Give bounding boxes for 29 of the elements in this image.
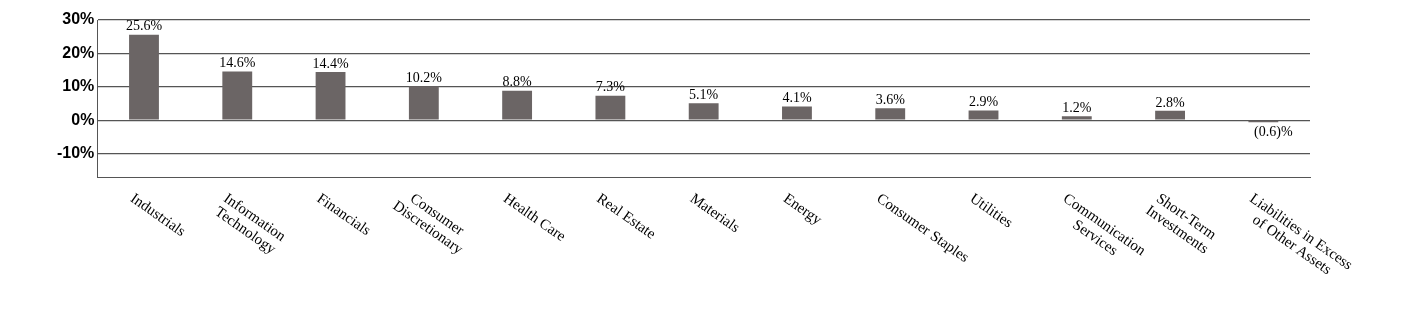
y-tick-label: 10%: [62, 77, 95, 95]
data-label: (0.6)%: [1254, 123, 1293, 140]
data-label: 1.2%: [1062, 99, 1092, 115]
data-label: 5.1%: [689, 86, 719, 102]
y-tick-label: -10%: [56, 144, 95, 162]
bar: [222, 71, 253, 120]
bar: [875, 108, 906, 120]
bar: [595, 95, 626, 120]
y-tick-label: 0%: [71, 110, 95, 128]
data-label: 14.4%: [312, 55, 349, 71]
data-label: 2.8%: [1155, 94, 1185, 110]
bar: [1155, 110, 1185, 120]
bar: [315, 72, 346, 120]
bar: [502, 90, 533, 120]
y-tick-label: 20%: [62, 43, 95, 61]
data-label: 3.6%: [875, 91, 906, 107]
bar: [688, 103, 719, 120]
data-label: 2.9%: [968, 94, 999, 110]
data-label: 4.1%: [782, 90, 812, 106]
data-label: 8.8%: [502, 74, 533, 90]
bar: [968, 110, 999, 120]
bar: [782, 106, 812, 120]
data-label: 10.2%: [405, 69, 443, 85]
data-label: 25.6%: [125, 18, 163, 34]
bar: [1061, 116, 1092, 120]
y-tick-label: 30%: [62, 10, 95, 28]
bar: [129, 34, 159, 120]
bar: [408, 86, 439, 120]
data-label: 14.6%: [219, 55, 256, 71]
